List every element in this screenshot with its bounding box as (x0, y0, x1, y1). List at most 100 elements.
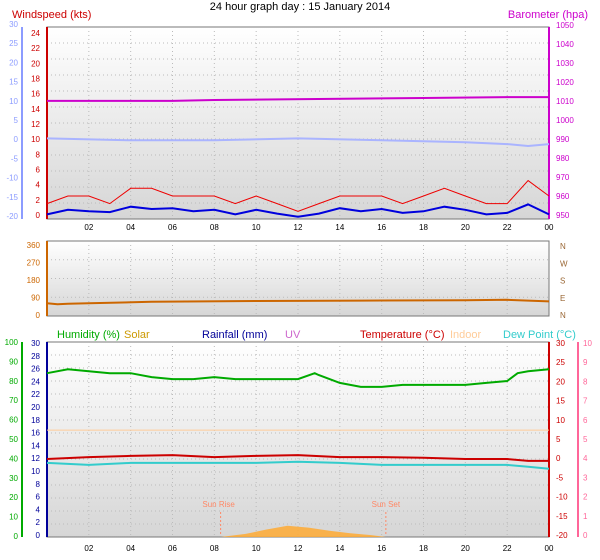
rain-tick-label: 14 (31, 441, 40, 450)
hum-x-tick-label: 12 (294, 544, 303, 553)
baro-tick-label: 1050 (556, 21, 574, 30)
uv-tick-label: 7 (583, 397, 588, 406)
solar-area (220, 525, 386, 537)
rain-tick-label: 0 (36, 531, 41, 540)
wind-tick-label: 14 (31, 105, 40, 114)
hum-x-tick-label: 18 (419, 544, 428, 553)
rain-tick-label: 28 (31, 352, 40, 361)
wind-x-tick-label: 02 (84, 223, 93, 232)
humidity-tick-label: 50 (9, 435, 18, 444)
temp-tick-label: 5 (556, 435, 561, 444)
compass-tick-label: W (560, 259, 568, 268)
page-title: 24 hour graph day : 15 January 2014 (210, 1, 390, 13)
barometer-axis-label: Barometer (hpa) (508, 9, 588, 21)
rain-tick-label: 2 (36, 518, 41, 527)
hum-x-tick-label: 22 (503, 544, 512, 553)
uv-label: UV (285, 329, 301, 341)
temp-tick-label: 0 (556, 454, 561, 463)
wind-direction-line (46, 298, 550, 306)
outer-tick-label: -15 (6, 193, 18, 202)
humidity-tick-label: 20 (9, 493, 18, 502)
wind-x-tick-label: 12 (294, 223, 303, 232)
outer-tick-label: 0 (14, 135, 19, 144)
wind-x-tick-label: 22 (503, 223, 512, 232)
uv-tick-label: 5 (583, 435, 588, 444)
baro-tick-label: 990 (556, 135, 570, 144)
direction-tick-label: 270 (27, 259, 41, 268)
wind-tick-label: 16 (31, 90, 40, 99)
wind-tick-label: 22 (31, 44, 40, 53)
direction-tick-label: 0 (36, 311, 41, 320)
baro-tick-label: 1000 (556, 116, 574, 125)
outer-tick-label: -10 (6, 174, 18, 183)
temp-tick-label: -20 (556, 531, 568, 540)
hum-x-tick-label: 16 (377, 544, 386, 553)
wind-tick-label: 6 (36, 166, 41, 175)
rain-tick-label: 20 (31, 403, 40, 412)
uv-tick-label: 6 (583, 416, 588, 425)
rain-tick-label: 30 (31, 339, 40, 348)
humidity-tick-label: 40 (9, 454, 18, 463)
windspeed-axis-label: Windspeed (kts) (12, 9, 91, 21)
rain-tick-label: 12 (31, 454, 40, 463)
uv-tick-label: 4 (583, 454, 588, 463)
rainfall-label: Rainfall (mm) (202, 329, 267, 341)
rain-tick-label: 22 (31, 390, 40, 399)
humidity-panel-background (46, 341, 550, 538)
baro-tick-label: 950 (556, 211, 570, 220)
wind-x-tick-label: 00 (545, 223, 554, 232)
uv-tick-label: 8 (583, 377, 588, 386)
indoor-label: Indoor (450, 329, 482, 341)
rain-tick-label: 16 (31, 429, 40, 438)
wind-x-tick-label: 18 (419, 223, 428, 232)
humidity-label: Humidity (%) (57, 329, 120, 341)
wind-x-tick-label: 06 (168, 223, 177, 232)
baro-tick-label: 1040 (556, 40, 574, 49)
temp-tick-label: -10 (556, 493, 568, 502)
outer-tick-label: 30 (9, 20, 18, 29)
sunset-label: Sun Set (372, 500, 401, 509)
wind-tick-label: 12 (31, 120, 40, 129)
wind-tick-label: 10 (31, 135, 40, 144)
wind-tick-label: 8 (36, 150, 41, 159)
temp-tick-label: 10 (556, 416, 565, 425)
rain-tick-label: 24 (31, 377, 40, 386)
wind-x-tick-label: 20 (461, 223, 470, 232)
temp-tick-label: 15 (556, 397, 565, 406)
dewpoint-label: Dew Point (°C) (503, 329, 576, 341)
baro-tick-label: 960 (556, 192, 570, 201)
outer-tick-label: 25 (9, 39, 18, 48)
wind-tick-label: 4 (36, 181, 41, 190)
hum-x-tick-label: 06 (168, 544, 177, 553)
humidity-tick-label: 80 (9, 377, 18, 386)
wind-tick-label: 24 (31, 29, 40, 38)
baro-tick-label: 970 (556, 173, 570, 182)
outer-tick-label: 20 (9, 58, 18, 67)
humidity-tick-label: 90 (9, 357, 18, 366)
solar-label: Solar (124, 329, 150, 341)
windspeed-line (46, 179, 550, 212)
direction-panel-background (46, 240, 550, 317)
direction-tick-label: 180 (27, 276, 41, 285)
uv-tick-label: 2 (583, 493, 588, 502)
wind-tick-label: 0 (36, 211, 41, 220)
hum-x-tick-label: 14 (335, 544, 344, 553)
baro-tick-label: 1030 (556, 59, 574, 68)
humidity-tick-label: 0 (14, 532, 19, 541)
temp-tick-label: 30 (556, 339, 565, 348)
uv-tick-label: 3 (583, 473, 588, 482)
wind-tick-label: 18 (31, 75, 40, 84)
temperature-label: Temperature (°C) (360, 329, 444, 341)
wind-x-tick-label: 16 (377, 223, 386, 232)
compass-tick-label: N (560, 311, 566, 320)
hum-x-tick-label: 00 (545, 544, 554, 553)
humidity-tick-label: 60 (9, 416, 18, 425)
humidity-tick-label: 100 (5, 338, 19, 347)
outer-tick-label: 5 (14, 116, 19, 125)
wind-average-line (46, 203, 550, 218)
temp-tick-label: -5 (556, 473, 564, 482)
direction-tick-label: 90 (31, 294, 40, 303)
uv-tick-label: 0 (583, 531, 588, 540)
